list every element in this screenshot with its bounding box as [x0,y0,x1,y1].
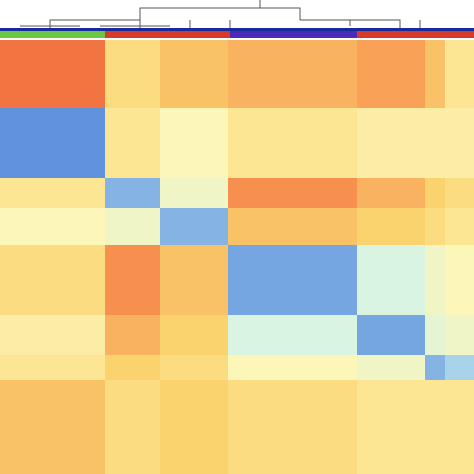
heatmap-cell [160,208,228,245]
heatmap-cell [160,355,228,380]
heatmap-cell [228,108,357,178]
heatmap-cell [357,108,425,178]
heatmap-cell [357,40,425,108]
heatmap-cell [425,355,445,380]
heatmap-cell [445,40,474,108]
heatmap-cell [105,315,160,355]
heatmap-cell [0,108,105,178]
annotation-strip [0,28,474,38]
heatmap-cell [425,178,445,208]
heatmap-cell [160,108,228,178]
heatmap-cell [0,178,105,208]
heatmap-cell [357,245,425,315]
heatmap-cell [105,40,160,108]
heatmap-cell [105,208,160,245]
heatmap-cell [105,355,160,380]
heatmap-cell [228,315,357,355]
heatmap-cell [0,380,105,474]
heatmap-cell [0,315,105,355]
heatmap-cell [228,178,357,208]
heatmap-cell [0,40,105,108]
heatmap-cell [445,380,474,474]
heatmap-cell [357,208,425,245]
heatmap-cell [0,355,105,380]
heatmap-cell [160,245,228,315]
heatmap-cell [445,208,474,245]
heatmap-cell [228,380,357,474]
heatmap-cell [160,315,228,355]
heatmap-cell [105,178,160,208]
heatmap-cell [425,380,445,474]
heatmap-cell [228,355,357,380]
heatmap-cell [445,245,474,315]
heatmap-cell [425,245,445,315]
heatmap-cell [445,315,474,355]
heatmap-cell [445,355,474,380]
heatmap-cell [357,178,425,208]
heatmap-cell [105,380,160,474]
heatmap-cell [445,178,474,208]
heatmap-cell [425,315,445,355]
heatmap-cell [425,40,445,108]
heatmap-cell [160,40,228,108]
heatmap-cell [160,380,228,474]
heatmap-cell [357,355,425,380]
heatmap-cell [357,315,425,355]
heatmap-cell [0,245,105,315]
heatmap-cell [105,245,160,315]
heatmap-cell [425,108,445,178]
heatmap-cell [445,108,474,178]
heatmap-cell [357,380,425,474]
heatmap-cell [105,108,160,178]
heatmap-cell [0,208,105,245]
dendrogram [20,0,421,28]
heatmap-cell [228,40,357,108]
heatmap-cell [228,208,357,245]
heatmap-cell [228,245,357,315]
heatmap-cells [0,40,474,474]
heatmap-cell [160,178,228,208]
heatmap-cell [425,208,445,245]
